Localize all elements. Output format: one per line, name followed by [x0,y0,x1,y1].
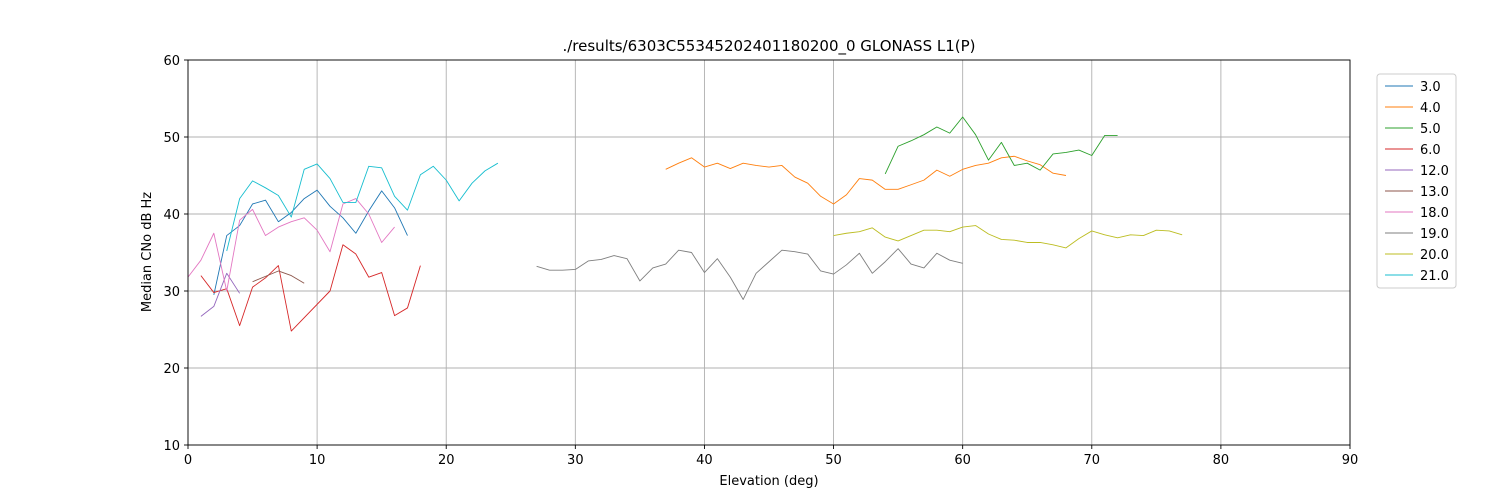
legend-label: 3.0 [1420,80,1441,95]
y-tick-label: 20 [163,362,180,377]
x-tick-label: 80 [1213,453,1230,468]
chart-title: ./results/6303C55345202401180200_0 GLONA… [562,37,975,56]
legend-label: 20.0 [1420,248,1449,263]
series-line-13.0 [252,270,305,284]
legend-entry: 18.0 [1385,206,1449,221]
legend-label: 4.0 [1420,101,1441,116]
legend-entry: 19.0 [1385,227,1449,242]
legend-label: 12.0 [1420,164,1449,179]
x-tick-label: 90 [1342,453,1359,468]
legend-label: 5.0 [1420,122,1441,137]
x-tick-label: 20 [438,453,455,468]
legend-label: 6.0 [1420,143,1441,158]
series-lines [187,116,1183,332]
series-line-19.0 [536,248,963,300]
series-line-4.0 [665,155,1067,205]
series-line-12.0 [200,272,241,317]
series-line-18.0 [187,198,395,292]
series-line-20.0 [833,225,1183,249]
y-axis-ticks: 10 20 30 40 50 60 [163,54,188,454]
y-tick-label: 60 [163,54,180,69]
legend: 3.0 4.0 5.0 6.0 12.0 13.0 18.0 19.0 20.0 21.0 [1376,73,1457,289]
legend-label: 13.0 [1420,185,1449,200]
legend-entry: 5.0 [1385,122,1441,137]
legend-label: 18.0 [1420,206,1449,221]
x-tick-label: 10 [309,453,326,468]
y-tick-label: 30 [163,285,180,300]
legend-entry: 21.0 [1385,269,1449,284]
series-line-5.0 [884,116,1118,175]
legend-entry: 12.0 [1385,164,1449,179]
plot-area [188,60,1350,445]
series-line-21.0 [226,162,499,252]
legend-entry: 20.0 [1385,248,1449,263]
y-tick-label: 10 [163,439,180,454]
series-line-6.0 [200,244,421,332]
legend-entry: 13.0 [1385,185,1449,200]
x-tick-label: 0 [184,453,192,468]
legend-entry: 3.0 [1385,80,1441,95]
legend-label: 19.0 [1420,227,1449,242]
x-tick-label: 40 [696,453,713,468]
x-tick-label: 50 [825,453,842,468]
legend-label: 21.0 [1420,269,1449,284]
y-axis-label: Median CNo dB Hz [140,192,155,312]
y-tick-label: 50 [163,131,180,146]
x-axis-ticks: 0 10 20 30 40 50 60 70 80 90 [184,445,1358,468]
legend-entry: 4.0 [1385,101,1441,116]
x-axis-label: Elevation (deg) [719,474,818,489]
plot-frame [187,59,1351,446]
x-tick-label: 60 [954,453,971,468]
x-tick-label: 70 [1084,453,1101,468]
y-tick-label: 40 [163,208,180,223]
x-tick-label: 30 [567,453,584,468]
legend-entry: 6.0 [1385,143,1441,158]
